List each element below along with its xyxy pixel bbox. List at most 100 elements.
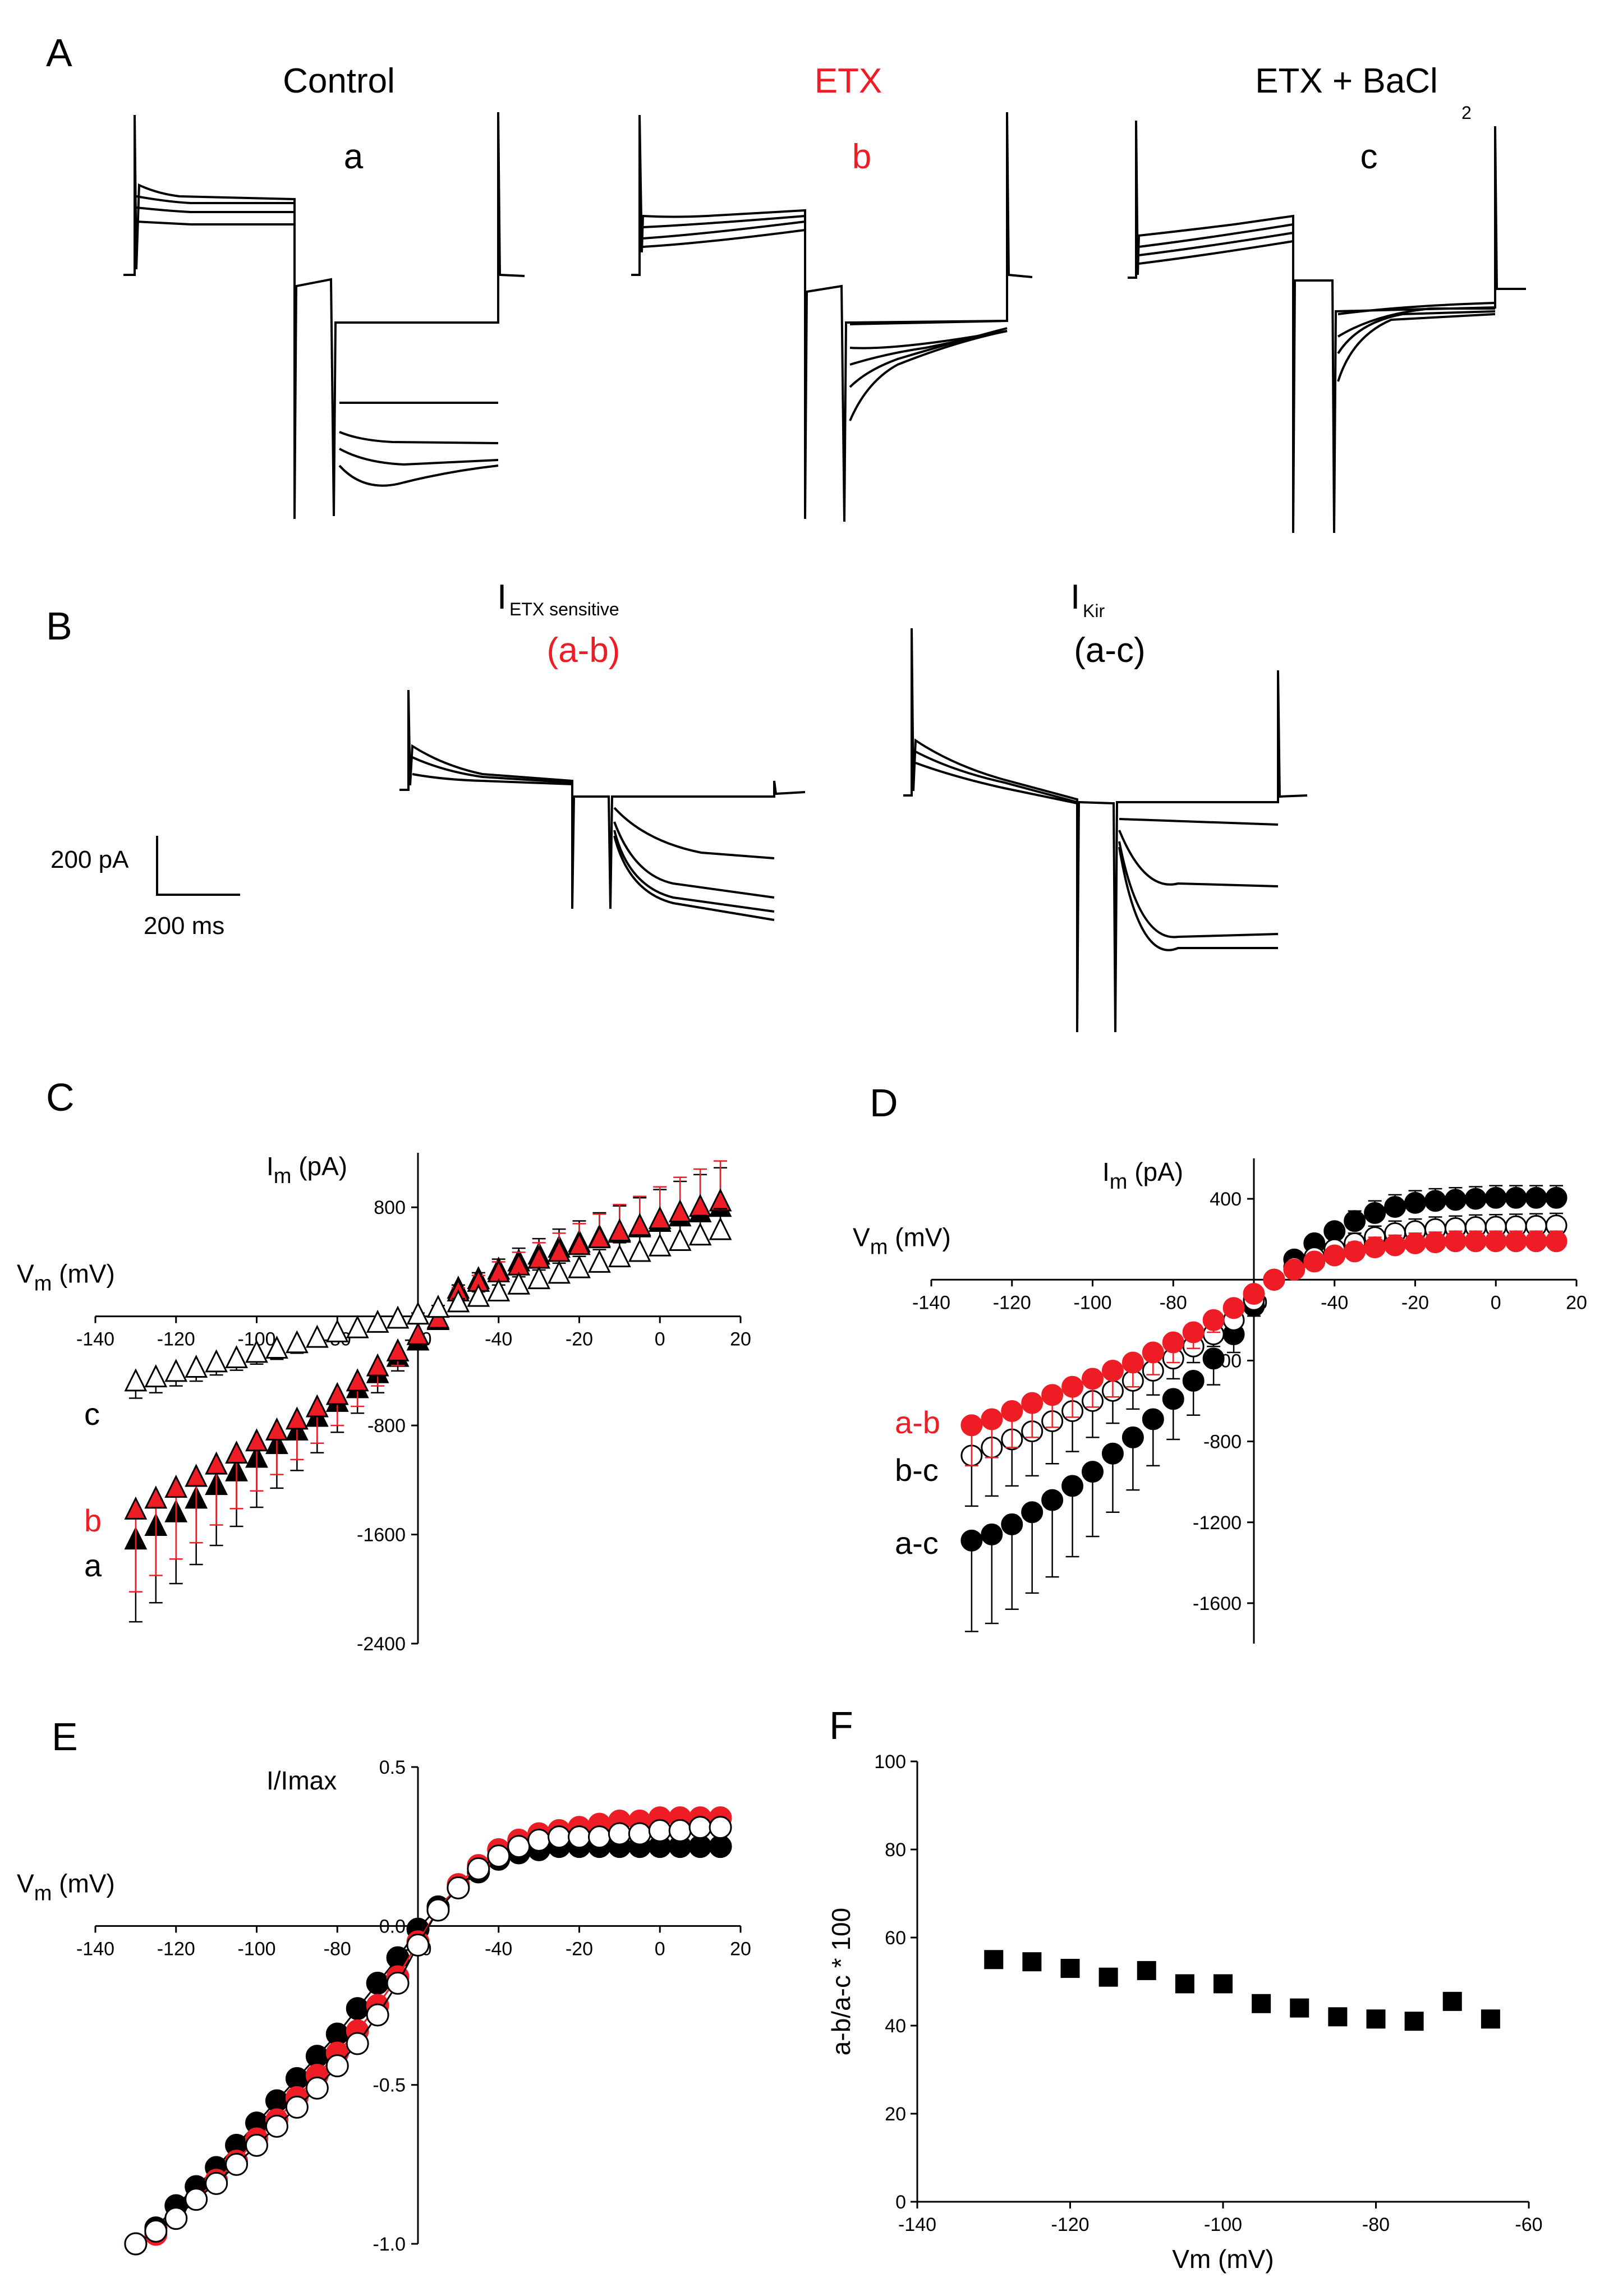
data-point: [265, 2114, 288, 2138]
panel-b-label-a-c: (a-c): [1074, 631, 1145, 670]
data-point: [548, 1825, 571, 1849]
data-point: [1404, 2012, 1424, 2031]
trace-etx-bacl: [1128, 120, 1526, 533]
x-tick-label: -140: [76, 1938, 114, 1959]
data-point: [487, 1278, 511, 1301]
x-axis-label-unit: (mV): [888, 1222, 950, 1251]
x-tick-label: -100: [1073, 1292, 1111, 1313]
data-point: [185, 2188, 208, 2211]
data-point: [285, 1406, 309, 1430]
data-point: [1505, 1230, 1527, 1253]
data-point: [144, 1485, 168, 1509]
y-tick-label: -1.0: [373, 2234, 406, 2255]
data-point: [325, 1382, 349, 1405]
x-tick-label: -60: [1515, 2214, 1542, 2235]
data-point: [568, 1255, 591, 1278]
data-point: [608, 1822, 631, 1846]
data-point: [1142, 1408, 1164, 1430]
data-point: [285, 2067, 309, 2090]
x-tick-label: -80: [324, 1938, 351, 1959]
data-point: [1525, 1186, 1547, 1209]
data-point: [205, 2171, 228, 2195]
x-axis-label-main: V: [17, 1259, 34, 1289]
data-point: [628, 1213, 651, 1236]
data-point: [1121, 1351, 1144, 1374]
data-point: [608, 1244, 631, 1268]
data-point: [265, 1417, 288, 1441]
data-point: [245, 1428, 268, 1452]
data-point: [568, 1232, 591, 1255]
y-axis-label: Im (pA): [266, 1152, 347, 1188]
x-tick-label: -120: [157, 1329, 195, 1350]
data-point: [164, 1359, 188, 1382]
data-point: [305, 1394, 329, 1418]
y-tick-label: 60: [885, 1927, 906, 1949]
panel-a-title-control: Control: [283, 62, 395, 100]
data-point: [1424, 1190, 1446, 1212]
data-point: [346, 2032, 369, 2055]
panel-a-title-etx-bacl: ETX + BaCl: [1255, 62, 1438, 100]
data-point: [366, 1971, 389, 1995]
panel-a-label-a: a: [344, 137, 364, 176]
x-tick-label: 20: [730, 1938, 751, 1959]
data-point: [305, 2076, 329, 2100]
y-axis-label-main: I: [266, 1152, 274, 1181]
data-point: [1175, 1974, 1194, 1994]
data-point: [225, 1345, 248, 1369]
data-point: [1384, 1234, 1406, 1257]
y-tick-label: 400: [1210, 1189, 1242, 1210]
x-tick-label: -120: [1051, 2214, 1089, 2235]
data-point: [960, 1414, 983, 1437]
data-point: [1464, 1230, 1487, 1253]
trace-etx-sensitive: [399, 689, 806, 921]
x-axis-label-sub: m: [34, 1272, 52, 1296]
scale-bar: 200 pA 200 ms: [50, 836, 240, 940]
y-axis-label-main: I: [1102, 1157, 1110, 1186]
data-point: [1082, 1461, 1104, 1483]
x-tick-label: -20: [566, 1938, 593, 1959]
data-point: [587, 1825, 611, 1849]
data-point: [1505, 1186, 1527, 1209]
data-point: [668, 1819, 692, 1842]
panel-a-label-b: b: [852, 137, 871, 176]
data-point: [548, 1260, 571, 1284]
y-axis-label-unit: (pA): [291, 1152, 347, 1181]
y-tick-label: 40: [885, 2016, 906, 2037]
data-point: [225, 1441, 248, 1464]
data-point: [1222, 1297, 1245, 1319]
series-label-b-c: b-c: [895, 1452, 939, 1488]
scale-bar-current: 200 pA: [50, 846, 129, 873]
data-point: [426, 1295, 450, 1318]
trace-control: [123, 112, 525, 519]
x-axis-label: Vm (mV): [17, 1869, 115, 1905]
data-point: [265, 2089, 288, 2113]
data-point: [1444, 1230, 1467, 1253]
chart-c: -140-120-100-80-60-40-20020-2400-1600-80…: [17, 1152, 751, 1655]
x-tick-label: -80: [1160, 1292, 1187, 1313]
data-point: [668, 1227, 692, 1251]
data-point: [1162, 1331, 1184, 1354]
data-point: [245, 1340, 268, 1363]
data-point: [245, 2133, 268, 2157]
y-tick-label: 100: [874, 1751, 906, 1773]
data-point: [1366, 2009, 1386, 2029]
data-point: [960, 1529, 983, 1552]
y-tick-label: 20: [885, 2104, 906, 2125]
data-point: [144, 1364, 168, 1388]
x-tick-label: -140: [912, 1292, 950, 1313]
data-point: [325, 1319, 349, 1342]
data-point: [406, 1301, 430, 1325]
data-point: [527, 1828, 551, 1852]
series-b-c: [960, 1212, 1568, 1507]
data-point: [668, 1199, 692, 1222]
y-tick-label: 0: [895, 2192, 906, 2213]
data-point: [386, 1305, 410, 1329]
data-point: [447, 1876, 470, 1899]
data-point: [1101, 1442, 1124, 1465]
data-point: [1263, 1268, 1285, 1291]
data-point: [1252, 1994, 1271, 2013]
scale-bar-lines: [156, 836, 240, 896]
data-point: [648, 1233, 672, 1257]
y-axis-label-sub: m: [1110, 1170, 1128, 1194]
series-label-a: a: [84, 1548, 102, 1583]
